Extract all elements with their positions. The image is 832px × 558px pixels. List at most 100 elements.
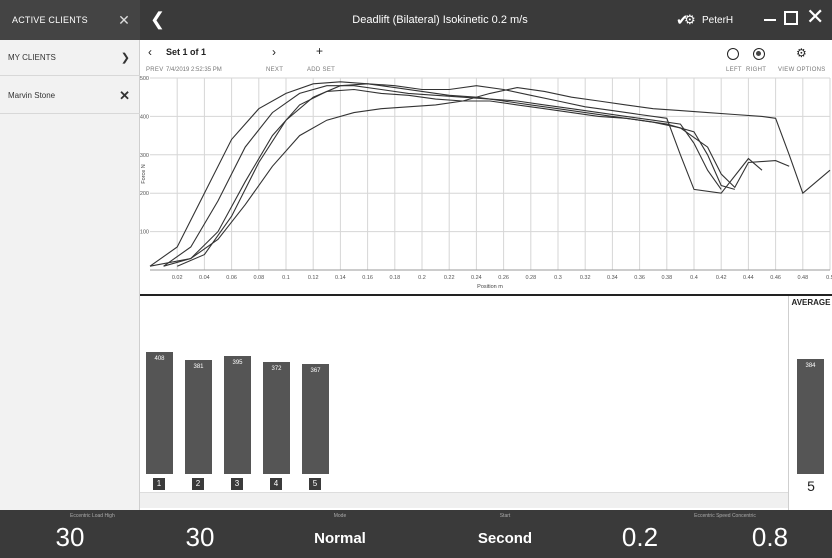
- stat-start[interactable]: Start Second: [450, 510, 560, 558]
- chevron-right-icon: ❯: [120, 52, 130, 64]
- view-options-label: VIEW OPTIONS: [778, 67, 826, 73]
- x-tick-label: 0.06: [226, 275, 237, 281]
- close-icon[interactable]: ✕: [119, 87, 130, 103]
- x-tick-label: 0.3: [554, 275, 562, 281]
- user-menu[interactable]: ⚙ PeterH: [684, 12, 734, 27]
- rep-bar[interactable]: 381: [185, 359, 212, 474]
- y-axis-label: Force N: [141, 164, 147, 184]
- series-line: [149, 81, 735, 267]
- next-button[interactable]: ›: [272, 45, 276, 59]
- right-label: RIGHT: [746, 67, 767, 73]
- force-position-chart: 0.02 0.04 0.06 0.08 0.1 0.12 0.14 0.16 0.18 0.2 0.…: [140, 76, 832, 290]
- rep-index-badge[interactable]: 2: [192, 478, 204, 490]
- series-line: [163, 85, 722, 267]
- rep-bar-value: 408: [154, 355, 165, 362]
- next-label: NEXT: [266, 67, 284, 73]
- active-clients-header[interactable]: ACTIVE CLIENTS ✕: [0, 0, 140, 40]
- average-bar: 384: [797, 358, 824, 474]
- stat-value: 30: [185, 522, 215, 552]
- rep-index-badge[interactable]: 5: [309, 478, 321, 490]
- stat-mode[interactable]: Mode Normal: [285, 510, 395, 558]
- set-title: Set 1 of 1: [166, 47, 207, 57]
- average-header: AVERAGE: [791, 298, 831, 307]
- y-tick-label: 500: [140, 76, 149, 82]
- series-line: [176, 83, 763, 267]
- rep-count: 5: [807, 478, 815, 494]
- x-axis-label: Position m: [477, 284, 503, 290]
- stat-label: Eccentric Load High: [70, 513, 115, 519]
- average-bar-value: 384: [805, 362, 816, 369]
- x-tick-label: 0.12: [308, 275, 319, 281]
- stat-eccentric-load[interactable]: Eccentric Load High 30: [20, 510, 120, 558]
- prev-label: PREV: [146, 67, 164, 73]
- rep-index-badge[interactable]: 4: [270, 478, 282, 490]
- rep-index-badge[interactable]: 1: [153, 478, 165, 490]
- rep-bar-chart: 408 1 381 2 395 3 372 4 367 5: [140, 296, 788, 490]
- close-window-button[interactable]: ✕: [806, 4, 825, 29]
- stat-value: 0.2: [621, 522, 659, 552]
- add-set-button[interactable]: +: [316, 44, 323, 58]
- chevron-left-icon: ❮: [150, 9, 166, 29]
- plus-icon: +: [316, 44, 324, 58]
- maximize-button[interactable]: [784, 11, 798, 25]
- y-tick-label: 300: [140, 153, 149, 159]
- x-tick-label: 0.16: [362, 275, 373, 281]
- x-tick-label: 0.28: [525, 275, 536, 281]
- horizontal-scrollbar[interactable]: [140, 492, 788, 508]
- series-line: [149, 87, 831, 267]
- user-name: PeterH: [702, 15, 734, 26]
- stat-label: Mode: [333, 513, 347, 519]
- prev-button[interactable]: ‹: [148, 45, 152, 59]
- rep-bar[interactable]: 367: [302, 363, 329, 474]
- gear-icon: ⚙: [684, 12, 696, 27]
- stat-label: Eccentric Speed Concentric: [694, 513, 756, 519]
- rep-bar[interactable]: 372: [263, 362, 290, 474]
- minimize-button[interactable]: [764, 19, 776, 21]
- chevron-right-icon: ›: [272, 45, 276, 59]
- x-tick-label: 0.2: [418, 275, 426, 281]
- y-tick-label: 200: [140, 191, 149, 197]
- x-tick-label: 0.32: [580, 275, 591, 281]
- view-options-button[interactable]: ⚙: [796, 46, 807, 60]
- x-tick-label: 0.1: [282, 275, 290, 281]
- x-tick-label: 0.5: [826, 275, 832, 281]
- stat-value: Second: [477, 530, 533, 547]
- check-icon[interactable]: ✔: [676, 12, 689, 29]
- rep-bar[interactable]: 395: [224, 355, 251, 474]
- x-tick-label: 0.38: [661, 275, 672, 281]
- chart-divider[interactable]: [140, 294, 832, 296]
- x-tick-label: 0.02: [172, 275, 183, 281]
- sidebar-item-my-clients[interactable]: MY CLIENTS ❯: [0, 40, 140, 76]
- rep-bar-value: 381: [193, 363, 204, 370]
- rep-index-badge[interactable]: 3: [231, 478, 243, 490]
- x-tick-label: 0.22: [444, 275, 455, 281]
- x-tick-label: 0.24: [471, 275, 482, 281]
- x-tick-label: 0.34: [607, 275, 618, 281]
- left-radio[interactable]: [727, 48, 739, 60]
- x-tick-label: 0.26: [498, 275, 509, 281]
- sidebar-item-label: MY CLIENTS: [8, 53, 56, 62]
- x-tick-label: 0.36: [634, 275, 645, 281]
- rep-bar[interactable]: 408: [146, 351, 173, 474]
- rep-bar-value: 372: [271, 366, 282, 373]
- right-radio[interactable]: [753, 48, 765, 60]
- sidebar-item-label: Marvin Stone: [8, 91, 56, 100]
- rep-bar-value: 395: [232, 359, 243, 366]
- x-tick-label: 0.08: [253, 275, 264, 281]
- back-button[interactable]: ❮: [150, 9, 165, 29]
- stat-label: Start: [499, 513, 511, 519]
- x-tick-label: 0.46: [770, 275, 781, 281]
- stat-value: Normal: [314, 530, 366, 547]
- series-line: [163, 88, 790, 267]
- stat-eccentric-speed[interactable]: Eccentric Speed Concentric 0.8: [694, 510, 820, 558]
- stat-load[interactable]: 30: [150, 510, 250, 558]
- status-bar: Eccentric Load High 30 30 Mode Normal St…: [0, 510, 832, 558]
- sidebar-item-client[interactable]: Marvin Stone ✕: [0, 78, 140, 114]
- x-tick-label: 0.18: [389, 275, 400, 281]
- add-set-label: ADD SET: [307, 67, 336, 73]
- window-title: Deadlift (Bilateral) Isokinetic 0.2 m/s: [352, 14, 528, 26]
- x-tick-label: 0.4: [690, 275, 698, 281]
- close-icon[interactable]: ✕: [118, 11, 130, 28]
- gear-icon: ⚙: [796, 46, 807, 60]
- stat-speed[interactable]: 0.2: [590, 510, 690, 558]
